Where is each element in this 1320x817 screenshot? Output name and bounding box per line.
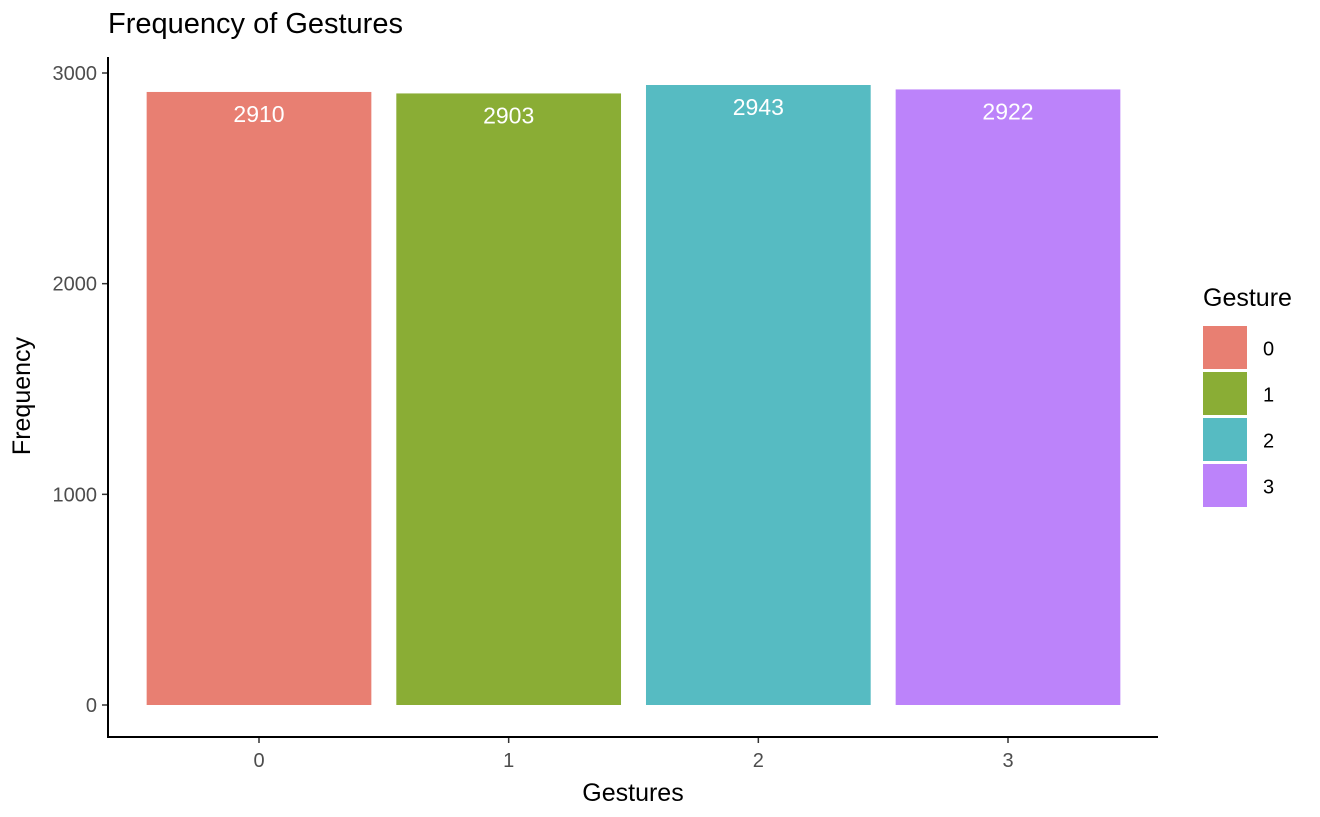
bar-1 [396, 93, 622, 705]
data-labels-group: 2910 2903 2943 2922 [233, 94, 1033, 128]
legend-key-1 [1203, 372, 1247, 415]
data-label-1: 2903 [483, 102, 534, 128]
y-tick-label: 1000 [53, 484, 98, 506]
bars-group [146, 85, 1121, 706]
y-axis-ticks: 0 1000 2000 3000 [53, 63, 108, 717]
legend-label-0: 0 [1263, 339, 1274, 361]
x-tick-label: 2 [753, 750, 764, 772]
x-tick-label: 3 [1002, 750, 1013, 772]
y-axis-label: Frequency [8, 336, 36, 455]
legend-title: Gesture [1203, 284, 1292, 312]
data-label-2: 2943 [733, 94, 784, 120]
y-tick-label: 0 [86, 695, 97, 717]
chart-title: Frequency of Gestures [108, 8, 403, 40]
legend-entries: 0 1 2 3 [1203, 326, 1274, 507]
legend-label-1: 1 [1263, 385, 1274, 407]
data-label-0: 2910 [233, 101, 284, 127]
data-label-3: 2922 [982, 98, 1033, 124]
legend-key-3 [1203, 464, 1247, 507]
x-axis-label: Gestures [582, 779, 683, 807]
legend-key-0 [1203, 326, 1247, 369]
legend-label-2: 2 [1263, 431, 1274, 453]
x-axis-ticks: 0 1 2 3 [253, 737, 1014, 772]
bar-0 [146, 91, 372, 705]
bar-2 [645, 85, 871, 706]
legend-label-3: 3 [1263, 477, 1274, 499]
legend-key-2 [1203, 418, 1247, 461]
x-tick-label: 1 [503, 750, 514, 772]
y-tick-label: 2000 [53, 274, 98, 296]
y-tick-label: 3000 [53, 63, 98, 85]
legend: Gesture 0 1 2 3 [1203, 284, 1292, 507]
bar-3 [895, 89, 1121, 705]
x-tick-label: 0 [253, 750, 264, 772]
